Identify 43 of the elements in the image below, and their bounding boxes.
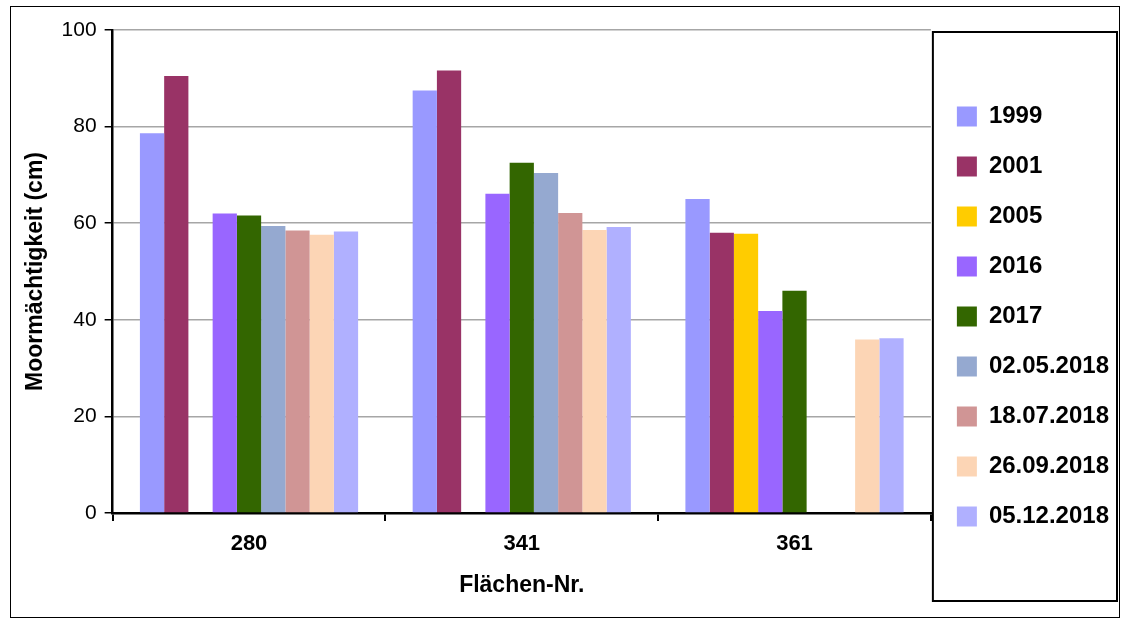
- bar: [261, 226, 286, 513]
- bar: [412, 90, 437, 513]
- legend-label: 1999: [988, 101, 1043, 129]
- legend-label: 2005: [988, 201, 1043, 229]
- bar: [582, 229, 607, 513]
- bar: [733, 233, 759, 513]
- bar: [436, 70, 462, 513]
- x-tick-label: 341: [503, 530, 541, 556]
- x-axis-title: Flächen-Nr.: [459, 570, 585, 597]
- bar: [164, 75, 189, 513]
- y-tick-label: 0: [84, 499, 97, 523]
- legend-label: 05.12.2018: [988, 501, 1110, 529]
- bar: [509, 162, 534, 513]
- y-tick-label: 20: [73, 403, 97, 427]
- bar: [139, 133, 165, 513]
- x-tick-label: 361: [776, 530, 813, 556]
- bar: [855, 339, 880, 513]
- bar: [685, 199, 710, 513]
- legend-label: 18.07.2018: [988, 401, 1110, 429]
- legend-label: 2001: [988, 151, 1043, 179]
- y-axis-title: Moormächtigkeit (cm): [21, 152, 48, 391]
- legend-label: 26.09.2018: [988, 451, 1110, 479]
- bar: [485, 193, 510, 513]
- y-tick-label: 40: [73, 306, 97, 330]
- bar: [236, 215, 262, 513]
- bar: [558, 213, 583, 513]
- legend-label: 02.05.2018: [988, 351, 1110, 379]
- bar: [758, 311, 783, 513]
- bar: [782, 290, 807, 513]
- y-tick-label: 80: [73, 113, 97, 137]
- bar: [285, 230, 310, 513]
- bar: [212, 213, 237, 513]
- bar: [333, 231, 359, 513]
- bar: [879, 338, 904, 513]
- legend-label: 2016: [988, 251, 1043, 279]
- bar: [709, 232, 734, 513]
- bar: [533, 172, 559, 513]
- y-tick-label: 60: [73, 210, 97, 233]
- bar: [309, 234, 334, 513]
- x-tick-label: 280: [230, 530, 268, 556]
- y-tick-label: 100: [61, 16, 97, 40]
- bar: [606, 227, 631, 513]
- legend-label: 2017: [988, 301, 1043, 329]
